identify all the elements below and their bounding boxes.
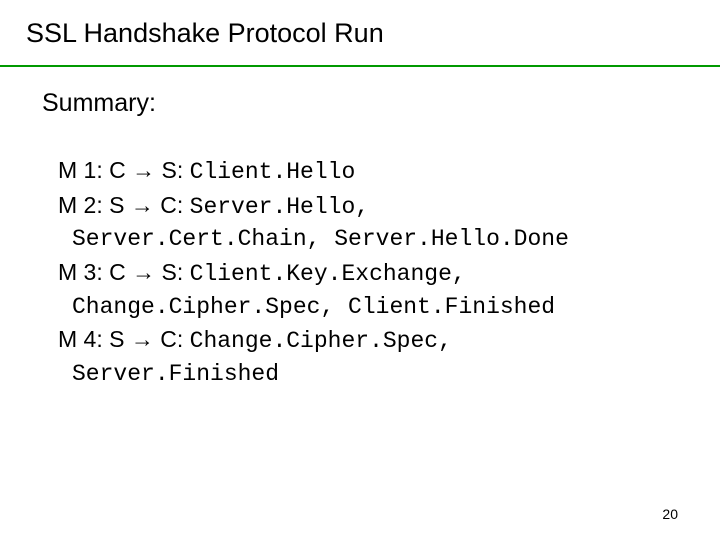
message-line-2: M 2: S → C: Server.Hello, [58, 189, 680, 224]
m3-continuation: Change.Cipher.Spec, Client.Finished [58, 291, 680, 324]
message-line-3: M 3: C → S: Client.Key.Exchange, [58, 256, 680, 291]
title-rule [0, 65, 720, 67]
slide-container: SSL Handshake Protocol Run Summary: M 1:… [0, 0, 720, 540]
page-number: 20 [662, 506, 678, 522]
summary-label: Summary: [0, 89, 720, 118]
message-line-4: M 4: S → C: Change.Cipher.Spec, [58, 323, 680, 358]
slide-title: SSL Handshake Protocol Run [0, 18, 720, 49]
protocol-body: M 1: C → S: Client.Hello M 2: S → C: Ser… [0, 154, 720, 391]
m3-payload: Client.Key.Exchange, [190, 261, 466, 287]
message-line-1: M 1: C → S: Client.Hello [58, 154, 680, 189]
m4-payload: Change.Cipher.Spec, [190, 328, 452, 354]
m1-prefix: M 1: C → S: [58, 157, 190, 183]
m3-prefix: M 3: C → S: [58, 259, 190, 285]
m4-continuation: Server.Finished [58, 358, 680, 391]
m2-continuation: Server.Cert.Chain, Server.Hello.Done [58, 223, 680, 256]
m2-prefix: M 2: S → C: [58, 192, 190, 218]
m1-payload: Client.Hello [190, 159, 356, 185]
m2-payload: Server.Hello, [190, 194, 369, 220]
m4-prefix: M 4: S → C: [58, 326, 190, 352]
